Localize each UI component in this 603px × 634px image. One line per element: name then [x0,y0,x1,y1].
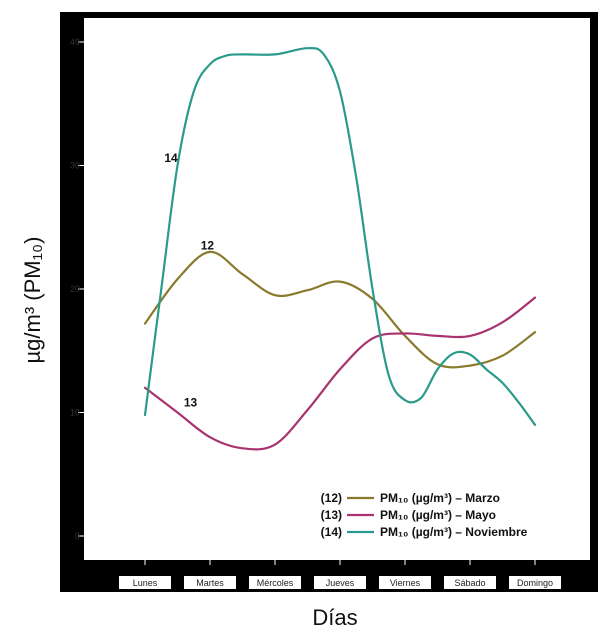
y-tick-label: 40 [70,37,80,47]
x-tick-label: Domingo [517,578,553,588]
series-line-13 [143,296,537,451]
legend-prefix-14: (14) [321,525,342,539]
plot-frame-right [590,12,598,570]
x-tick-label-bg [184,576,236,589]
x-tick-label-bg [379,576,431,589]
x-tick-label: Lunes [133,578,158,588]
series-label-13: 13 [184,395,198,409]
plot-frame-top [60,12,598,18]
x-tick-label-bg [119,576,171,589]
y-tick-label: 10 [70,408,80,418]
legend: (12) PM₁₀ (µg/m³) – Marzo (13) PM₁₀ (µg/m³)… [321,491,528,539]
series-labels: 12 13 14 [164,151,214,410]
x-tick-label: Jueves [326,578,355,588]
y-tick-label: 0 [75,531,80,541]
legend-entry-12: PM₁₀ (µg/m³) – Marzo [380,491,500,505]
y-tick-label: 30 [70,161,80,171]
y-axis-title: µg/m³ (PM₁₀) [20,237,45,364]
x-tick-label-bg [444,576,496,589]
x-tick-label: Martes [196,578,224,588]
series-lines [143,47,537,451]
series-label-14: 14 [164,151,178,165]
x-tick-label: Viernes [390,578,421,588]
legend-prefix-12: (12) [321,491,342,505]
plot-frame-left [60,12,84,592]
legend-prefix-13: (13) [321,508,342,522]
x-axis-ticks: Lunes Martes Mércoles Jueves Viernes Sábado Do… [119,560,561,589]
series-line-14 [143,47,537,426]
y-tick-label: 20 [70,284,80,294]
y-axis-ticks: 0 10 20 30 40 [70,37,84,541]
plot-area [84,18,590,560]
series-label-12: 12 [201,238,215,252]
series-line-12 [143,250,537,369]
x-tick-label-bg [314,576,366,589]
x-axis-title: Días [312,605,357,630]
legend-entry-14: PM₁₀ (µg/m³) – Noviembre [380,525,528,539]
x-tick-label-bg [509,576,561,589]
x-tick-label: Sábado [454,578,485,588]
x-tick-label-bg [249,576,301,589]
x-tick-label: Mércoles [257,578,294,588]
legend-entry-13: PM₁₀ (µg/m³) – Mayo [380,508,496,522]
